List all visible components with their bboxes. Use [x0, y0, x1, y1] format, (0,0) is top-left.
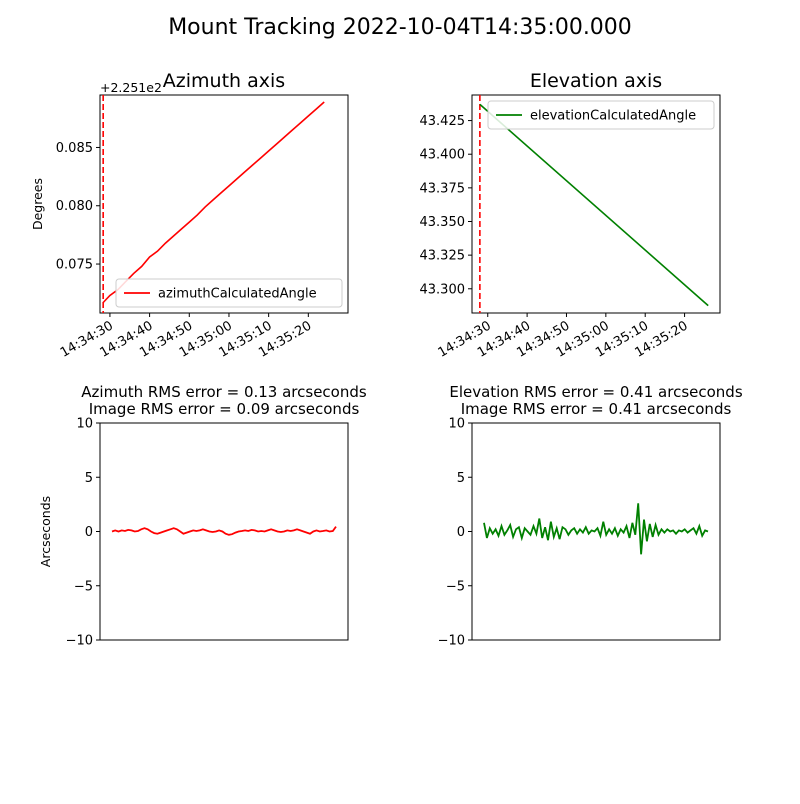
elevation-ytick-label: 43.350: [420, 215, 466, 230]
azimuth-error-title: Azimuth RMS error = 0.13 arcseconds: [81, 383, 367, 401]
azimuth-error-series-line: [111, 526, 337, 536]
azimuth-error-ylabel: Arcseconds: [38, 496, 53, 567]
elevation-error-ytick-label: 5: [457, 471, 465, 486]
elevation-ytick-label: 43.375: [420, 181, 466, 196]
elevation-legend-label: elevationCalculatedAngle: [530, 109, 696, 124]
elevation-error-ytick-label: −10: [438, 634, 465, 649]
azimuth-title: Azimuth axis: [163, 70, 285, 92]
elevation-ytick-label: 43.400: [420, 148, 466, 163]
azimuth-error-ytick-label: 0: [85, 525, 93, 540]
azimuth-error-ytick-label: 10: [76, 417, 93, 432]
azimuth-legend-box: [115, 278, 343, 308]
elevation-error-subtitle: Image RMS error = 0.41 arcseconds: [461, 400, 732, 418]
elevation-error-ytick-label: 10: [448, 417, 465, 432]
azimuth-axes-frame: [99, 94, 349, 314]
elevation-error-title: Elevation RMS error = 0.41 arcseconds: [449, 383, 742, 401]
azimuth-error-ytick-label: 5: [85, 471, 93, 486]
azimuth-error-ytick-label: −5: [74, 579, 93, 594]
azimuth-error-ytick-label: −10: [66, 634, 93, 649]
elevation-error-ytick-label: 0: [457, 525, 465, 540]
azimuth-series-line: [102, 101, 325, 304]
azimuth-ytick-label: 0.075: [56, 258, 93, 273]
elevation-legend-box: [487, 100, 715, 130]
elevation-axes-frame: [471, 94, 721, 314]
elevation-ytick-label: 43.300: [420, 282, 466, 297]
azimuth-legend-label: azimuthCalculatedAngle: [158, 287, 317, 302]
azimuth-offset-label: +2.251e2: [100, 80, 162, 95]
elevation-ytick-label: 43.325: [420, 249, 466, 264]
elevation-ytick-label: 43.425: [420, 114, 466, 129]
azimuth-ytick-label: 0.080: [56, 199, 93, 214]
azimuth-ylabel: Degrees: [30, 178, 45, 230]
azimuth-error-subtitle: Image RMS error = 0.09 arcseconds: [89, 400, 360, 418]
elevation-series-line: [479, 103, 709, 307]
elevation-error-ytick-label: −5: [446, 579, 465, 594]
elevation-error-series-line: [483, 503, 709, 555]
figure-title: Mount Tracking 2022-10-04T14:35:00.000: [168, 15, 632, 40]
azimuth-ytick-label: 0.085: [56, 141, 93, 156]
elevation-title: Elevation axis: [530, 70, 662, 92]
